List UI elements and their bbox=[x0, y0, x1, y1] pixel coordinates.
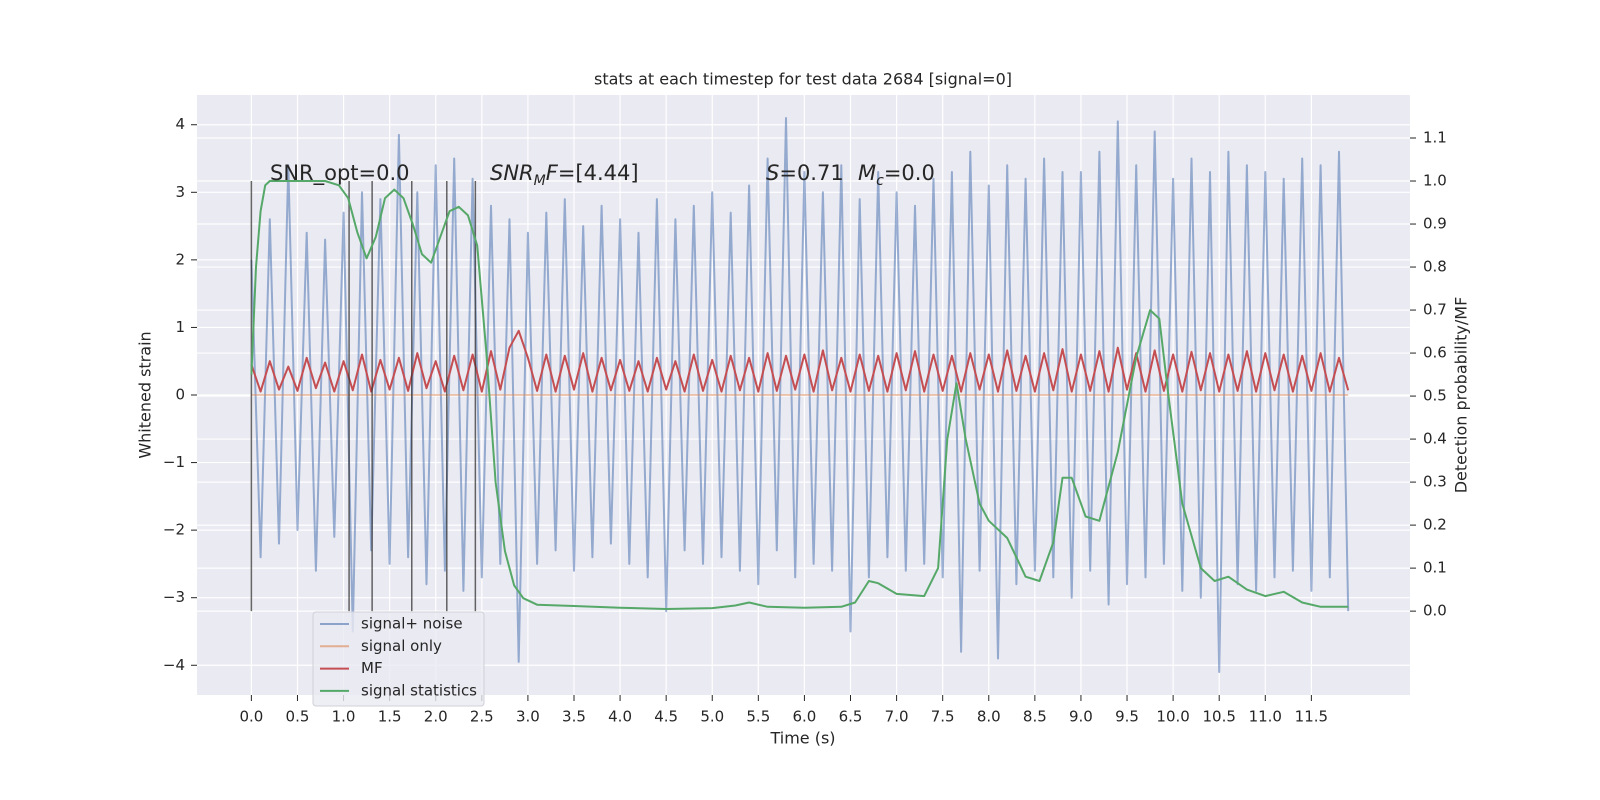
y2-tick-label: 0.3 bbox=[1423, 473, 1447, 491]
y2-tick-label: 0.0 bbox=[1423, 602, 1447, 620]
y-tick-label: −4 bbox=[163, 656, 185, 674]
annotation: S=0.71 bbox=[766, 161, 844, 185]
x-tick-label: 7.0 bbox=[885, 708, 909, 726]
x-tick-label: 8.5 bbox=[1023, 708, 1047, 726]
annotation-part: M bbox=[534, 173, 546, 189]
x-tick-label: 9.0 bbox=[1069, 708, 1093, 726]
y2-tick-label: 0.2 bbox=[1423, 516, 1447, 534]
x-tick-label: 2.0 bbox=[424, 708, 448, 726]
y-tick-label: 1 bbox=[175, 318, 185, 336]
series-line bbox=[250, 180, 1349, 610]
y-tick-label: −1 bbox=[163, 453, 185, 471]
x-axis-label: Time (s) bbox=[769, 729, 835, 748]
y2-tick-label: 0.6 bbox=[1423, 344, 1447, 362]
annotation-part: SNR_opt=0.0 bbox=[270, 161, 410, 186]
x-tick-label: 1.5 bbox=[378, 708, 402, 726]
annotation-part: =0.0 bbox=[884, 161, 935, 185]
x-tick-label: 11.0 bbox=[1249, 708, 1282, 726]
x-tick-label: 3.5 bbox=[562, 708, 586, 726]
x-tick-label: 10.0 bbox=[1156, 708, 1189, 726]
annotation-part: =0.71 bbox=[779, 161, 843, 185]
y2-tick-label: 0.4 bbox=[1423, 430, 1447, 448]
y-tick-label: −2 bbox=[163, 521, 185, 539]
y2-tick-label: 0.9 bbox=[1423, 215, 1447, 233]
annotation-part: c bbox=[876, 173, 884, 189]
annotation-part: F bbox=[546, 161, 559, 185]
y2-tick-label: 1.1 bbox=[1423, 129, 1447, 147]
y-tick-label: −3 bbox=[163, 588, 185, 606]
y2-tick-label: 1.0 bbox=[1423, 172, 1447, 190]
y-tick-label: 2 bbox=[175, 250, 185, 268]
legend-label: signal statistics bbox=[361, 681, 477, 699]
x-tick-label: 6.0 bbox=[792, 708, 816, 726]
x-tick-label: 10.5 bbox=[1202, 708, 1235, 726]
y-tick-label: 4 bbox=[175, 115, 185, 133]
x-tick-label: 4.0 bbox=[608, 708, 632, 726]
x-tick-label: 5.0 bbox=[700, 708, 724, 726]
y-tick-label: 3 bbox=[175, 183, 185, 201]
x-tick-label: 9.5 bbox=[1115, 708, 1139, 726]
annotation-part: =[4.44] bbox=[558, 161, 639, 185]
x-tick-label: 0.5 bbox=[286, 708, 310, 726]
x-tick-label: 6.5 bbox=[839, 708, 863, 726]
x-tick-label: 0.0 bbox=[239, 708, 263, 726]
x-tick-label: 4.5 bbox=[654, 708, 678, 726]
legend-label: MF bbox=[361, 659, 383, 677]
x-tick-label: 11.5 bbox=[1295, 708, 1328, 726]
y2-axis-label: Detection probability/MF bbox=[1452, 297, 1471, 494]
annotation-part: S bbox=[766, 161, 779, 185]
annotation-part: M bbox=[858, 161, 876, 185]
y-tick-label: 0 bbox=[175, 386, 185, 404]
annotation: SNR_opt=0.0 bbox=[270, 161, 410, 186]
x-tick-label: 5.5 bbox=[746, 708, 770, 726]
y2-tick-label: 0.5 bbox=[1423, 387, 1447, 405]
annotation-part: SNR bbox=[490, 161, 534, 185]
legend-box bbox=[312, 611, 485, 707]
x-tick-label: 3.0 bbox=[516, 708, 540, 726]
y2-tick-label: 0.7 bbox=[1423, 301, 1447, 319]
annotation: SNRMF=[4.44] bbox=[490, 161, 639, 189]
y2-tick-label: 0.1 bbox=[1423, 559, 1447, 577]
x-tick-label: 7.5 bbox=[931, 708, 955, 726]
y2-tick-label: 0.8 bbox=[1423, 258, 1447, 276]
x-tick-label: 8.0 bbox=[977, 708, 1001, 726]
x-tick-label: 2.5 bbox=[470, 708, 494, 726]
x-tick-label: 1.0 bbox=[332, 708, 356, 726]
legend-label: signal+ noise bbox=[361, 615, 463, 633]
annotation: Mc=0.0 bbox=[858, 161, 935, 189]
chart-title: stats at each timestep for test data 268… bbox=[594, 70, 1012, 89]
y-axis-label: Whitened strain bbox=[136, 331, 155, 458]
legend-label: signal only bbox=[361, 637, 442, 655]
series-line bbox=[250, 329, 1350, 393]
